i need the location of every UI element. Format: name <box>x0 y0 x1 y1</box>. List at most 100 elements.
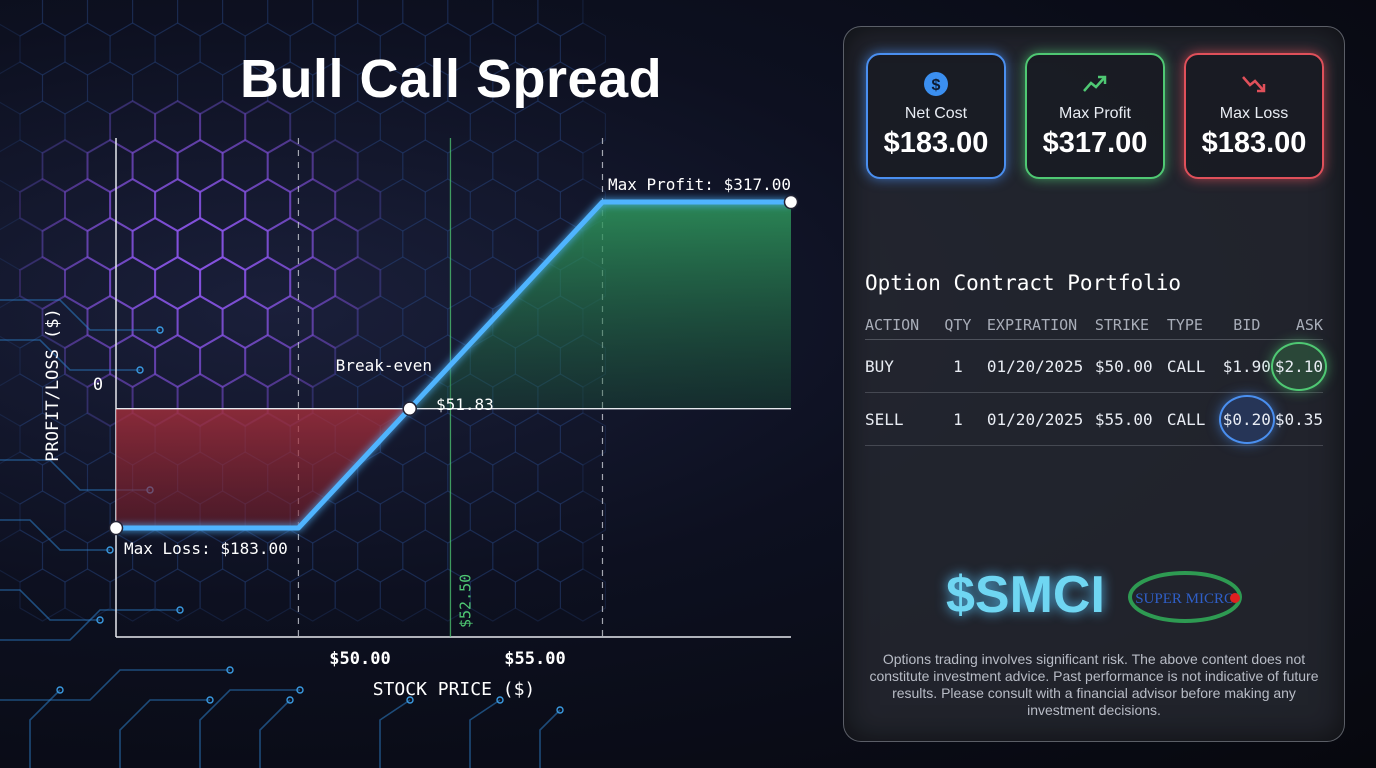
hex-cell <box>154 568 201 622</box>
hex-cell <box>424 490 471 544</box>
hex-cell <box>424 100 471 154</box>
hex-cell <box>41 451 89 505</box>
hex-cell <box>559 568 607 622</box>
circuit-trace <box>0 589 100 621</box>
svg-text:$: $ <box>932 77 941 94</box>
hex-cell <box>402 295 449 349</box>
x-tick-50: $50.00 <box>329 649 390 669</box>
row-expiration: 01/20/2025 <box>978 392 1095 446</box>
current-price-label: $52.50 <box>456 574 474 628</box>
hex-cell <box>402 529 449 583</box>
max-loss-point <box>108 520 124 536</box>
hex-cell <box>514 100 562 154</box>
hex-cell <box>244 99 292 155</box>
row-type: CALL <box>1166 392 1219 446</box>
hex-cell <box>244 333 292 389</box>
hex-cell <box>514 568 562 622</box>
hex-cell <box>154 99 202 155</box>
circuit-node <box>106 546 114 554</box>
circuit-trace <box>0 609 180 641</box>
hex-cell <box>402 61 449 115</box>
circuit-trace <box>0 519 110 551</box>
x-axis-label: STOCK PRICE ($) <box>373 679 536 700</box>
circuit-trace <box>29 689 61 768</box>
hex-cell <box>334 177 382 233</box>
hex-cell <box>19 412 66 466</box>
hex-cell <box>379 22 426 76</box>
hex-cell <box>334 100 381 154</box>
header-qty: QTY <box>936 311 979 340</box>
row-expiration: 01/20/2025 <box>978 339 1095 393</box>
hex-cell <box>357 529 404 583</box>
circuit-node <box>406 696 414 704</box>
hex-cell <box>559 22 607 76</box>
hex-cell <box>424 22 471 76</box>
hex-cell <box>0 295 44 349</box>
hex-cell <box>357 61 404 115</box>
hex-cell <box>154 22 201 76</box>
hex-cell <box>379 490 426 544</box>
hex-cell <box>311 294 359 350</box>
hex-cell <box>334 22 381 76</box>
max-loss-card: Max Loss $183.00 <box>1184 53 1324 179</box>
y-tick-zero: 0 <box>93 375 103 395</box>
hex-cell <box>514 22 562 76</box>
circuit-node <box>136 366 144 374</box>
circuit-trace <box>0 299 160 331</box>
hex-cell <box>64 412 111 466</box>
hex-cell <box>41 529 89 583</box>
loss-area <box>116 408 410 528</box>
hex-cell <box>19 177 66 233</box>
circuit-node <box>286 696 294 704</box>
hex-cell <box>222 0 269 37</box>
hex-cell <box>469 412 517 466</box>
hex-cell <box>199 333 247 389</box>
hex-cell <box>537 451 584 505</box>
hex-cell <box>244 22 291 76</box>
hex-cell <box>537 0 584 37</box>
hex-cell <box>289 568 336 622</box>
hex-cell <box>447 217 494 271</box>
header-ask: ASK <box>1274 311 1323 340</box>
hex-cell <box>447 529 494 583</box>
hex-cell <box>514 490 562 544</box>
trend-down-icon <box>1242 76 1266 93</box>
ask-highlight: $2.10 <box>1272 343 1325 389</box>
circuit-trace <box>539 709 561 768</box>
hex-cell <box>447 451 494 505</box>
circuit-node <box>96 616 104 624</box>
hex-cell <box>244 568 291 622</box>
info-panel: $ Net Cost $183.00 Max Profit $317.00 Ma… <box>843 26 1345 742</box>
circuit-trace <box>0 339 140 371</box>
hex-cell <box>514 178 562 232</box>
hex-cell <box>379 334 426 388</box>
profit-area <box>409 202 791 409</box>
hex-cell <box>41 0 89 37</box>
hex-cell <box>447 0 494 37</box>
x-tick-55: $55.00 <box>504 649 565 669</box>
max-profit-card-label: Max Profit <box>1058 105 1131 122</box>
hex-cell <box>289 255 337 311</box>
hex-cell <box>266 294 314 350</box>
y-axis-label: PROFIT/LOSS ($) <box>43 308 63 462</box>
hex-cell <box>41 294 89 350</box>
table-header-row: ACTION QTY EXPIRATION STRIKE TYPE BID AS… <box>865 311 1323 340</box>
hex-cell <box>424 412 471 466</box>
hex-cell <box>357 451 404 505</box>
bid-highlight: $0.20 <box>1220 396 1273 442</box>
row-action: SELL <box>865 392 937 446</box>
hex-cell <box>109 333 157 389</box>
hex-cell <box>19 100 66 154</box>
row-strike: $55.00 <box>1094 392 1167 446</box>
hex-cell <box>154 333 202 389</box>
hex-cell <box>424 568 471 622</box>
hex-cell <box>537 139 584 193</box>
hex-cell <box>19 334 66 388</box>
hex-cell <box>492 139 539 193</box>
circuit-trace <box>469 699 501 768</box>
hex-cell <box>289 100 336 154</box>
hex-cell <box>424 178 471 232</box>
hex-cell <box>492 61 539 115</box>
portfolio-table: ACTION QTY EXPIRATION STRIKE TYPE BID AS… <box>865 311 1325 446</box>
hex-cell <box>469 490 517 544</box>
